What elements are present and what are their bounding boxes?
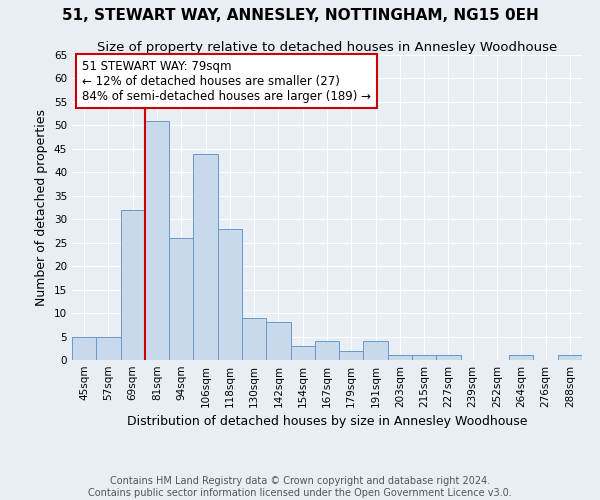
Bar (266, 322, 290, 360)
Bar (218, 228, 242, 360)
Bar (121, 210, 145, 360)
Title: Size of property relative to detached houses in Annesley Woodhouse: Size of property relative to detached ho… (97, 41, 557, 54)
Bar (364, 341, 388, 360)
Text: 51 STEWART WAY: 79sqm
← 12% of detached houses are smaller (27)
84% of semi-deta: 51 STEWART WAY: 79sqm ← 12% of detached … (82, 60, 371, 102)
Bar (242, 318, 266, 360)
X-axis label: Distribution of detached houses by size in Annesley Woodhouse: Distribution of detached houses by size … (127, 416, 527, 428)
Bar (339, 350, 364, 360)
Bar (193, 154, 218, 360)
Text: 51, STEWART WAY, ANNESLEY, NOTTINGHAM, NG15 0EH: 51, STEWART WAY, ANNESLEY, NOTTINGHAM, N… (62, 8, 538, 22)
Y-axis label: Number of detached properties: Number of detached properties (35, 109, 49, 306)
Text: Contains HM Land Registry data © Crown copyright and database right 2024.
Contai: Contains HM Land Registry data © Crown c… (88, 476, 512, 498)
Bar (169, 238, 193, 360)
Bar (558, 356, 582, 360)
Bar (290, 346, 315, 360)
Bar (315, 341, 339, 360)
Bar (96, 336, 121, 360)
Bar (72, 336, 96, 360)
Bar (436, 356, 461, 360)
Bar (509, 356, 533, 360)
Bar (145, 120, 169, 360)
Bar (412, 356, 436, 360)
Bar (388, 356, 412, 360)
